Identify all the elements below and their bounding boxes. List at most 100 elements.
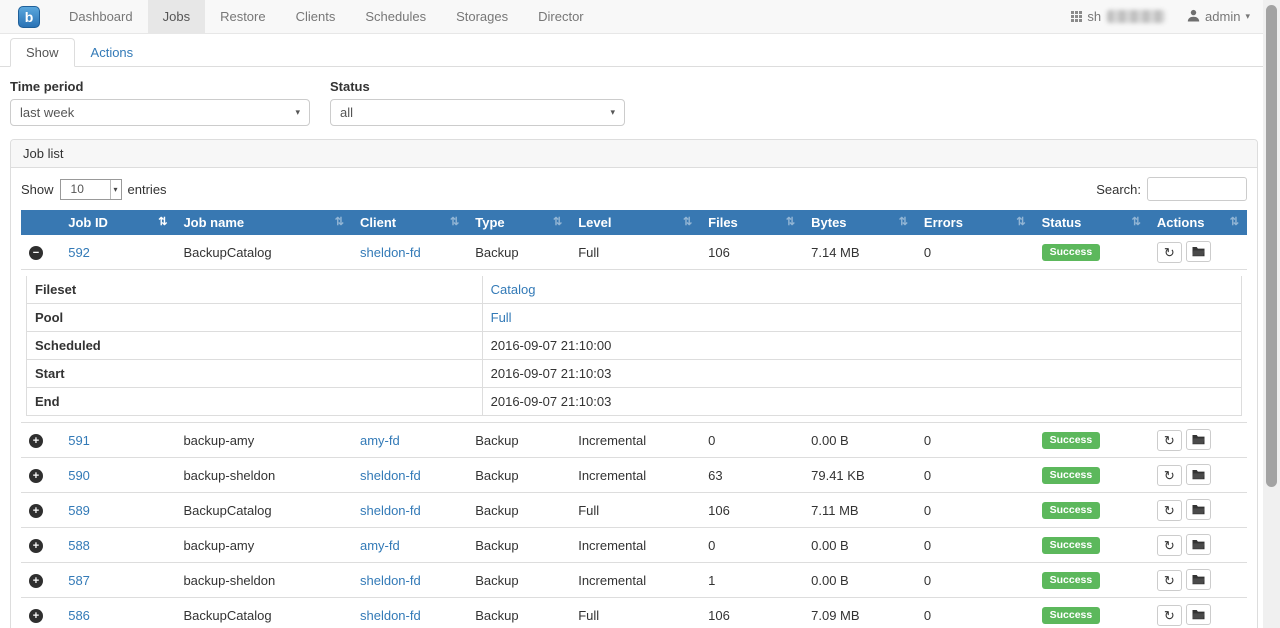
- job-name-cell: BackupCatalog: [175, 492, 352, 528]
- rerun-job-button[interactable]: ↻: [1156, 465, 1182, 486]
- column-header-control: [21, 210, 61, 235]
- scrollbar-thumb[interactable]: [1266, 5, 1277, 487]
- time-period-label: Time period: [10, 79, 84, 94]
- column-header-label: Status: [1041, 215, 1082, 230]
- expand-row-icon[interactable]: +: [29, 609, 43, 623]
- rerun-job-button[interactable]: ↻: [1156, 570, 1182, 591]
- column-header-label: Files: [708, 215, 738, 230]
- nav-item-director[interactable]: Director: [538, 9, 584, 24]
- nav-item-jobs[interactable]: Jobs: [147, 0, 206, 33]
- job-id-link[interactable]: 592: [68, 244, 90, 260]
- expand-row-icon[interactable]: +: [29, 469, 43, 483]
- job-id-link[interactable]: 586: [68, 607, 90, 623]
- column-header-files[interactable]: ⇅ Files: [700, 210, 804, 235]
- panel-body: Show 10 ▾ entries Search:: [11, 168, 1257, 628]
- column-header-client[interactable]: ⇅ Client: [352, 210, 468, 235]
- collapse-row-icon[interactable]: −: [29, 246, 43, 260]
- bytes-cell: 7.09 MB: [803, 597, 916, 628]
- filters-row: Time period last week ▾ Status all ▾: [10, 79, 1258, 126]
- tab-actions[interactable]: Actions: [90, 45, 134, 60]
- detail-value-cell: Catalog: [481, 276, 1243, 304]
- rerun-job-button[interactable]: ↻: [1156, 242, 1182, 263]
- entries-select[interactable]: 10 ▾: [59, 178, 122, 200]
- job-log-folder-button[interactable]: [1185, 569, 1211, 590]
- detail-value-link[interactable]: Full: [490, 310, 512, 325]
- folder-icon: [1192, 539, 1205, 550]
- main-menu: Dashboard Jobs Restore Clients Schedules Stor…: [54, 0, 599, 33]
- column-header-type[interactable]: ⇅ Type: [467, 210, 571, 235]
- rerun-job-button[interactable]: ↻: [1156, 500, 1182, 521]
- detail-label: Pool: [26, 303, 483, 332]
- nav-item-schedules[interactable]: Schedules: [365, 9, 427, 24]
- level-cell: Incremental: [570, 422, 701, 458]
- panel-title: Job list: [11, 140, 1257, 168]
- detail-value-cell: 2016-09-07 21:10:00: [481, 331, 1243, 360]
- job-log-folder-button[interactable]: [1185, 604, 1211, 625]
- job-log-folder-button[interactable]: [1185, 534, 1211, 555]
- expand-row-icon[interactable]: +: [29, 504, 43, 518]
- rerun-job-button[interactable]: ↻: [1156, 430, 1182, 451]
- client-link[interactable]: sheldon-fd: [360, 502, 421, 518]
- column-header-status[interactable]: ⇅ Status: [1033, 210, 1149, 235]
- expand-row-icon[interactable]: +: [29, 574, 43, 588]
- type-cell: Backup: [467, 492, 571, 528]
- type-cell: Backup: [467, 457, 571, 493]
- job-log-folder-button[interactable]: [1185, 499, 1211, 520]
- column-header-actions[interactable]: ⇅ Actions: [1148, 210, 1247, 235]
- client-link[interactable]: sheldon-fd: [360, 467, 421, 483]
- job-log-folder-button[interactable]: [1185, 241, 1211, 262]
- sort-icon: ⇅: [898, 216, 908, 228]
- search-input[interactable]: [1147, 177, 1247, 201]
- nav-item-restore[interactable]: Restore: [220, 9, 266, 24]
- bytes-cell: 0.00 B: [803, 562, 916, 598]
- job-id-link[interactable]: 587: [68, 572, 90, 588]
- table-row: − 592 BackupCatalog sheldon-fd Backup Full 106…: [21, 235, 1247, 270]
- nav-item-dashboard[interactable]: Dashboard: [69, 9, 133, 24]
- bytes-cell: 7.14 MB: [811, 244, 860, 260]
- column-header-job-name[interactable]: ⇅ Job name: [175, 210, 352, 235]
- bytes-cell: 0.00 B: [803, 527, 916, 563]
- job-name-cell: backup-amy: [175, 422, 352, 458]
- client-link[interactable]: amy-fd: [360, 537, 400, 553]
- detail-value-link[interactable]: Catalog: [490, 282, 536, 297]
- column-header-job-id[interactable]: ⇅ Job ID: [60, 210, 176, 235]
- job-id-link[interactable]: 590: [68, 467, 90, 483]
- client-link[interactable]: sheldon-fd: [360, 607, 421, 623]
- rerun-job-button[interactable]: ↻: [1156, 605, 1182, 626]
- nav-item-clients[interactable]: Clients: [295, 9, 336, 24]
- type-cell: Backup: [467, 527, 571, 563]
- rerun-job-button[interactable]: ↻: [1156, 535, 1182, 556]
- files-cell: 106: [700, 492, 804, 528]
- job-id-link[interactable]: 588: [68, 537, 90, 553]
- files-cell: 0: [700, 422, 804, 458]
- job-log-folder-button[interactable]: [1185, 429, 1211, 450]
- client-link[interactable]: sheldon-fd: [360, 244, 421, 260]
- page-content: Time period last week ▾ Status all ▾ Job…: [0, 67, 1280, 628]
- column-header-bytes[interactable]: ⇅ Bytes: [803, 210, 916, 235]
- bytes-cell: 0.00 B: [803, 422, 916, 458]
- expand-row-icon[interactable]: +: [29, 434, 43, 448]
- sort-icon: ⇅: [785, 216, 796, 228]
- user-label: admin: [1205, 9, 1241, 24]
- column-header-level[interactable]: ⇅ Level: [570, 210, 701, 235]
- bytes-cell: 7.11 MB: [803, 492, 916, 528]
- column-header-errors[interactable]: ⇅ Errors: [915, 210, 1034, 235]
- job-id-link[interactable]: 591: [68, 432, 90, 448]
- errors-cell: 0: [923, 244, 932, 260]
- status-badge: Success: [1041, 466, 1101, 484]
- column-header-label: Actions: [1156, 215, 1205, 230]
- client-link[interactable]: amy-fd: [360, 432, 400, 448]
- user-menu[interactable]: admin ▾: [1187, 9, 1250, 25]
- job-id-link[interactable]: 589: [68, 502, 90, 518]
- status-select[interactable]: all ▾: [330, 99, 625, 126]
- job-log-folder-button[interactable]: [1185, 464, 1211, 485]
- brand-logo[interactable]: b: [0, 0, 54, 33]
- expand-row-icon[interactable]: +: [29, 539, 43, 553]
- time-period-select[interactable]: last week ▾: [10, 99, 310, 126]
- status-label: Status: [330, 79, 370, 94]
- errors-cell: 0: [915, 422, 1034, 458]
- client-link[interactable]: sheldon-fd: [360, 572, 421, 588]
- detail-row: End 2016-09-07 21:10:03: [26, 387, 1243, 416]
- tab-show[interactable]: Show: [10, 38, 75, 67]
- nav-item-storages[interactable]: Storages: [456, 9, 509, 24]
